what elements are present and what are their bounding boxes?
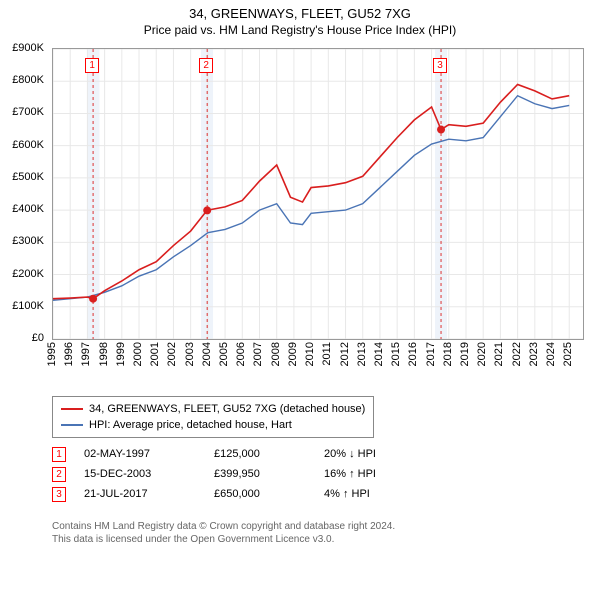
event-price: £125,000	[214, 448, 324, 460]
event-diff: 16% ↑ HPI	[324, 468, 444, 480]
chart-svg	[53, 49, 583, 339]
x-tick-label: 2016	[407, 342, 419, 366]
event-num: 2	[52, 467, 66, 482]
x-tick-label: 2018	[442, 342, 454, 366]
event-diff: 4% ↑ HPI	[324, 488, 444, 500]
x-tick-label: 2017	[425, 342, 437, 366]
x-tick-label: 2024	[545, 342, 557, 366]
x-tick-label: 2014	[373, 342, 385, 366]
legend-row: HPI: Average price, detached house, Hart	[61, 417, 365, 433]
x-tick-label: 2001	[149, 342, 161, 366]
x-tick-label: 2006	[235, 342, 247, 366]
x-tick-label: 2009	[287, 342, 299, 366]
chart-plot-area	[52, 48, 584, 340]
footer-line-2: This data is licensed under the Open Gov…	[52, 533, 395, 546]
x-tick-label: 1998	[98, 342, 110, 366]
footer-attribution: Contains HM Land Registry data © Crown c…	[52, 520, 395, 546]
y-tick-label: £0	[0, 332, 44, 344]
event-row: 3 21-JUL-2017£650,0004% ↑ HPI	[52, 484, 444, 504]
events-table: 1 02-MAY-1997£125,00020% ↓ HPI 2 15-DEC-200…	[52, 444, 444, 504]
x-tick-label: 2007	[252, 342, 264, 366]
y-tick-label: £900K	[0, 42, 44, 54]
event-marker-3: 3	[433, 58, 447, 73]
y-tick-label: £700K	[0, 106, 44, 118]
event-diff: 20% ↓ HPI	[324, 448, 444, 460]
x-tick-label: 2008	[270, 342, 282, 366]
event-num: 3	[52, 487, 66, 502]
y-tick-label: £800K	[0, 74, 44, 86]
legend-label: 34, GREENWAYS, FLEET, GU52 7XG (detached…	[89, 401, 365, 417]
chart-subtitle: Price paid vs. HM Land Registry's House …	[0, 21, 600, 41]
x-tick-label: 2010	[304, 342, 316, 366]
x-tick-label: 1999	[115, 342, 127, 366]
event-date: 15-DEC-2003	[84, 468, 214, 480]
x-tick-label: 2020	[476, 342, 488, 366]
x-tick-label: 2004	[201, 342, 213, 366]
x-tick-label: 2000	[132, 342, 144, 366]
x-tick-label: 1996	[63, 342, 75, 366]
x-tick-label: 2019	[459, 342, 471, 366]
event-row: 1 02-MAY-1997£125,00020% ↓ HPI	[52, 444, 444, 464]
x-tick-label: 2002	[166, 342, 178, 366]
legend-swatch	[61, 408, 83, 410]
event-marker-1: 1	[85, 58, 99, 73]
x-tick-label: 2011	[321, 342, 333, 366]
event-num: 1	[52, 447, 66, 462]
x-tick-label: 1995	[46, 342, 58, 366]
x-tick-label: 2021	[493, 342, 505, 366]
y-tick-label: £300K	[0, 235, 44, 247]
x-tick-label: 2012	[339, 342, 351, 366]
legend-row: 34, GREENWAYS, FLEET, GU52 7XG (detached…	[61, 401, 365, 417]
y-tick-label: £600K	[0, 139, 44, 151]
x-tick-label: 2013	[356, 342, 368, 366]
legend-swatch	[61, 424, 83, 426]
footer-line-1: Contains HM Land Registry data © Crown c…	[52, 520, 395, 533]
y-tick-label: £100K	[0, 300, 44, 312]
event-price: £399,950	[214, 468, 324, 480]
event-price: £650,000	[214, 488, 324, 500]
y-tick-label: £200K	[0, 268, 44, 280]
x-tick-label: 1997	[80, 342, 92, 366]
x-tick-label: 2005	[218, 342, 230, 366]
event-date: 21-JUL-2017	[84, 488, 214, 500]
x-tick-label: 2023	[528, 342, 540, 366]
event-row: 2 15-DEC-2003£399,95016% ↑ HPI	[52, 464, 444, 484]
x-tick-label: 2025	[562, 342, 574, 366]
chart-title: 34, GREENWAYS, FLEET, GU52 7XG	[0, 0, 600, 21]
y-tick-label: £500K	[0, 171, 44, 183]
legend: 34, GREENWAYS, FLEET, GU52 7XG (detached…	[52, 396, 374, 438]
x-tick-label: 2003	[184, 342, 196, 366]
event-marker-2: 2	[199, 58, 213, 73]
y-tick-label: £400K	[0, 203, 44, 215]
event-date: 02-MAY-1997	[84, 448, 214, 460]
x-tick-label: 2015	[390, 342, 402, 366]
legend-label: HPI: Average price, detached house, Hart	[89, 417, 292, 433]
x-tick-label: 2022	[511, 342, 523, 366]
